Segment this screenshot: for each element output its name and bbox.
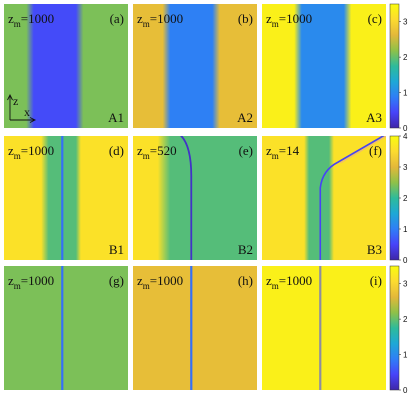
panel-tag: (d) [109, 143, 124, 158]
panel-g: zm=1000 (g) [4, 266, 128, 390]
colorbar-tick-label: 0 [403, 386, 408, 395]
panel-tag: (g) [109, 273, 124, 288]
colorbar-tick-label: 0 [403, 256, 408, 265]
field-map [4, 4, 128, 128]
colorbar-1: 0 1 2 3 [389, 3, 408, 133]
colorbar-2: 0 1 2 3 4 [389, 132, 408, 265]
z-m-label: zm=1000 [8, 273, 54, 291]
z-m-label: zm=1000 [8, 11, 54, 29]
colorbar-tick-label: 4 [403, 132, 408, 141]
colorbar-tick-label: 0 [403, 124, 408, 133]
z-m-label: zm=1000 [8, 143, 54, 161]
colorbar-gradient [389, 265, 400, 391]
field-map [262, 4, 386, 128]
field-map [262, 136, 386, 260]
z-m-label: zm=1000 [137, 11, 183, 29]
corner-label: B1 [109, 242, 124, 257]
corner-label: A2 [237, 110, 253, 125]
x-axis-label: x [24, 105, 30, 119]
axis-indicator: zx [7, 93, 37, 123]
field-map [4, 136, 128, 260]
colorbar-tick-label: 2 [403, 194, 408, 203]
panel-tag: (e) [239, 143, 253, 158]
trace-curve [319, 136, 385, 260]
colorbar-gradient [389, 135, 400, 261]
panel-tag: (i) [370, 273, 382, 288]
panel-tag: (f) [369, 143, 382, 158]
z-m-label: zm=1000 [137, 273, 183, 291]
colorbar-tick-label: 2 [403, 53, 408, 62]
field-map [133, 266, 257, 390]
panel-a: zm=1000 (a) A1 zx [4, 4, 128, 128]
corner-label: A3 [366, 110, 382, 125]
trace-curve [179, 136, 193, 260]
trace-branch [340, 136, 386, 164]
colorbar-tick-label: 3 [403, 18, 408, 27]
colorbar-tick-label: 2 [403, 315, 408, 324]
z-m-label: zm=1000 [266, 273, 312, 291]
z-m-label: zm=14 [266, 143, 300, 161]
panel-tag: (c) [368, 11, 382, 26]
z-m-label: zm=520 [137, 143, 177, 161]
field-map [133, 4, 257, 128]
z-m-label: zm=1000 [266, 11, 312, 29]
panel-b: zm=1000 (b) A2 [133, 4, 257, 128]
panel-c: zm=1000 (c) A3 [262, 4, 386, 128]
panel-h: zm=1000 (h) [133, 266, 257, 390]
field-map [133, 136, 257, 260]
panel-tag: (b) [238, 11, 253, 26]
corner-label: B2 [238, 242, 253, 257]
corner-label: B3 [367, 242, 382, 257]
panel-tag: (h) [238, 273, 253, 288]
colorbar-gradient [389, 3, 400, 129]
panel-d: zm=1000 (d) B1 [4, 136, 128, 260]
colorbar-tick-label: 3 [403, 280, 408, 289]
colorbar-tick-label: 1 [403, 89, 408, 98]
panel-f: zm=14 (f) B3 [262, 136, 386, 260]
colorbar-tick-label: 1 [403, 351, 408, 360]
field-map [262, 266, 386, 390]
panel-tag: (a) [110, 11, 124, 26]
corner-label: A1 [108, 110, 124, 125]
panel-e: zm=520 (e) B2 [133, 136, 257, 260]
panel-i: zm=1000 (i) [262, 266, 386, 390]
colorbar-tick-label: 3 [403, 163, 408, 172]
colorbar-3: 0 1 2 3 [389, 265, 408, 395]
colorbar-tick-label: 1 [403, 225, 408, 234]
z-axis-label: z [13, 94, 18, 108]
field-map [4, 266, 128, 390]
